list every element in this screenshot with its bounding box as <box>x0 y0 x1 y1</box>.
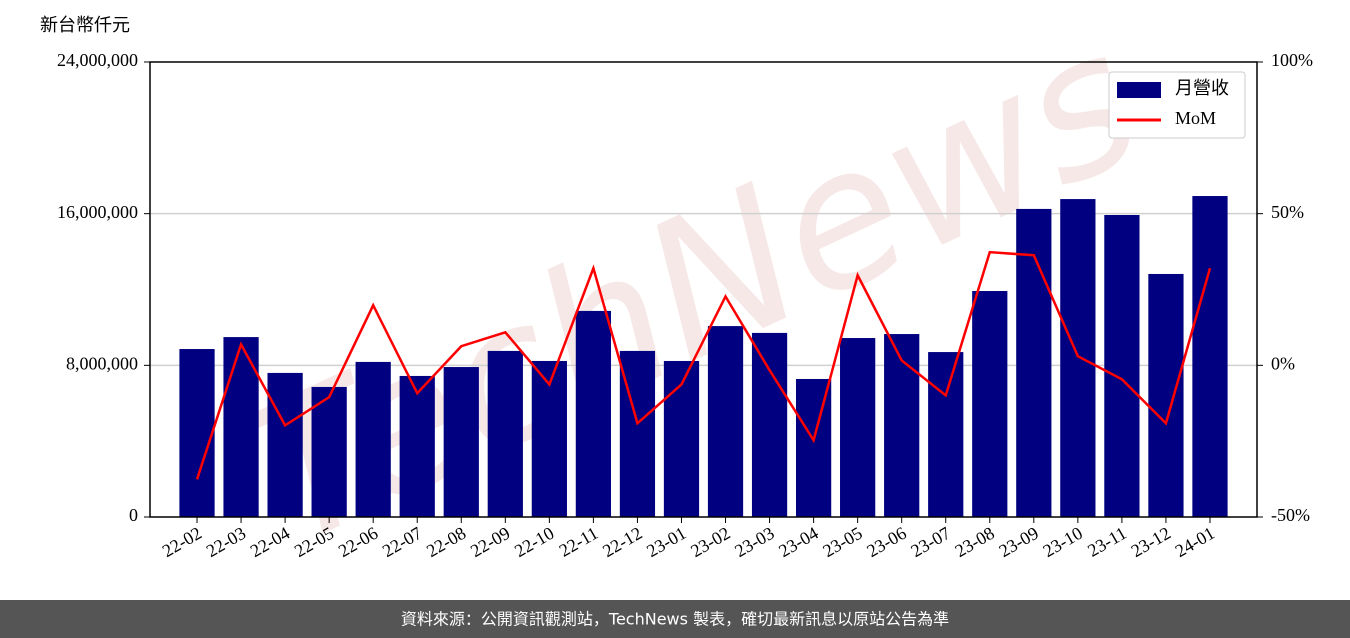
bar <box>1016 208 1052 518</box>
x-tick-label: 22-04 <box>247 523 293 561</box>
y2-tick-label: 50% <box>1271 202 1304 222</box>
bar <box>1148 273 1184 517</box>
x-tick-label: 23-06 <box>863 523 909 561</box>
x-tick-label: 23-02 <box>687 523 733 561</box>
bar <box>840 338 876 517</box>
y2-tick-label: 100% <box>1271 50 1313 70</box>
x-tick-label: 23-05 <box>819 523 865 561</box>
x-tick-label: 22-09 <box>467 523 513 561</box>
footer-band <box>0 600 1350 638</box>
bar <box>1192 196 1228 518</box>
bar <box>707 326 744 517</box>
bar <box>443 367 479 517</box>
y-tick-label: 0 <box>129 505 138 525</box>
y2-tick-label: -50% <box>1271 505 1310 525</box>
bar <box>487 350 523 517</box>
legend-label: 月營收 <box>1175 78 1229 98</box>
x-tick-label: 22-02 <box>159 523 205 561</box>
x-tick-label: 23-11 <box>1084 523 1130 561</box>
bar <box>267 372 303 517</box>
x-tick-label: 22-11 <box>556 523 602 561</box>
bar <box>355 361 391 517</box>
bar <box>399 375 435 517</box>
bar <box>1104 214 1140 517</box>
bar <box>223 337 259 517</box>
y2-tick-label: 0% <box>1271 353 1295 373</box>
x-tick-label: 23-08 <box>951 523 997 561</box>
x-tick-label: 23-04 <box>775 523 821 561</box>
footer: 資料來源：公開資訊觀測站，TechNews 製表，確切最新訊息以原站公告為準 <box>401 610 949 629</box>
x-tick-label: 22-12 <box>599 523 645 561</box>
bar <box>575 310 612 517</box>
x-tick-label: 23-01 <box>643 523 689 561</box>
line <box>195 250 1212 480</box>
bar <box>884 334 920 517</box>
y-tick-label: 24,000,000 <box>57 50 138 70</box>
legend-label: MoM <box>1175 108 1216 128</box>
bar <box>663 360 700 517</box>
bar <box>311 386 347 517</box>
x-tick-label: 23-03 <box>731 523 777 561</box>
x-tick-label: 23-12 <box>1128 523 1174 561</box>
x-tick-label: 22-10 <box>511 523 557 561</box>
x-tick-label: 23-09 <box>996 523 1042 561</box>
bar <box>179 349 215 517</box>
x-tick-label: 22-03 <box>203 523 249 561</box>
bar <box>751 332 788 517</box>
x-tick-label: 23-10 <box>1040 523 1086 561</box>
bar <box>795 378 832 517</box>
plot-frame <box>149 61 1258 518</box>
bar <box>928 352 964 517</box>
bar <box>1060 199 1096 517</box>
x-tick-label: 24-01 <box>1172 523 1218 561</box>
x-tick-label: 23-07 <box>907 523 953 561</box>
legend-swatch <box>1117 82 1161 98</box>
y-tick-label: 8,000,000 <box>66 353 138 373</box>
bar <box>972 291 1008 517</box>
bar <box>531 360 567 517</box>
y-tick-label: 16,000,000 <box>57 202 138 222</box>
y-axis-label: 新台幣仟元 <box>40 15 130 35</box>
